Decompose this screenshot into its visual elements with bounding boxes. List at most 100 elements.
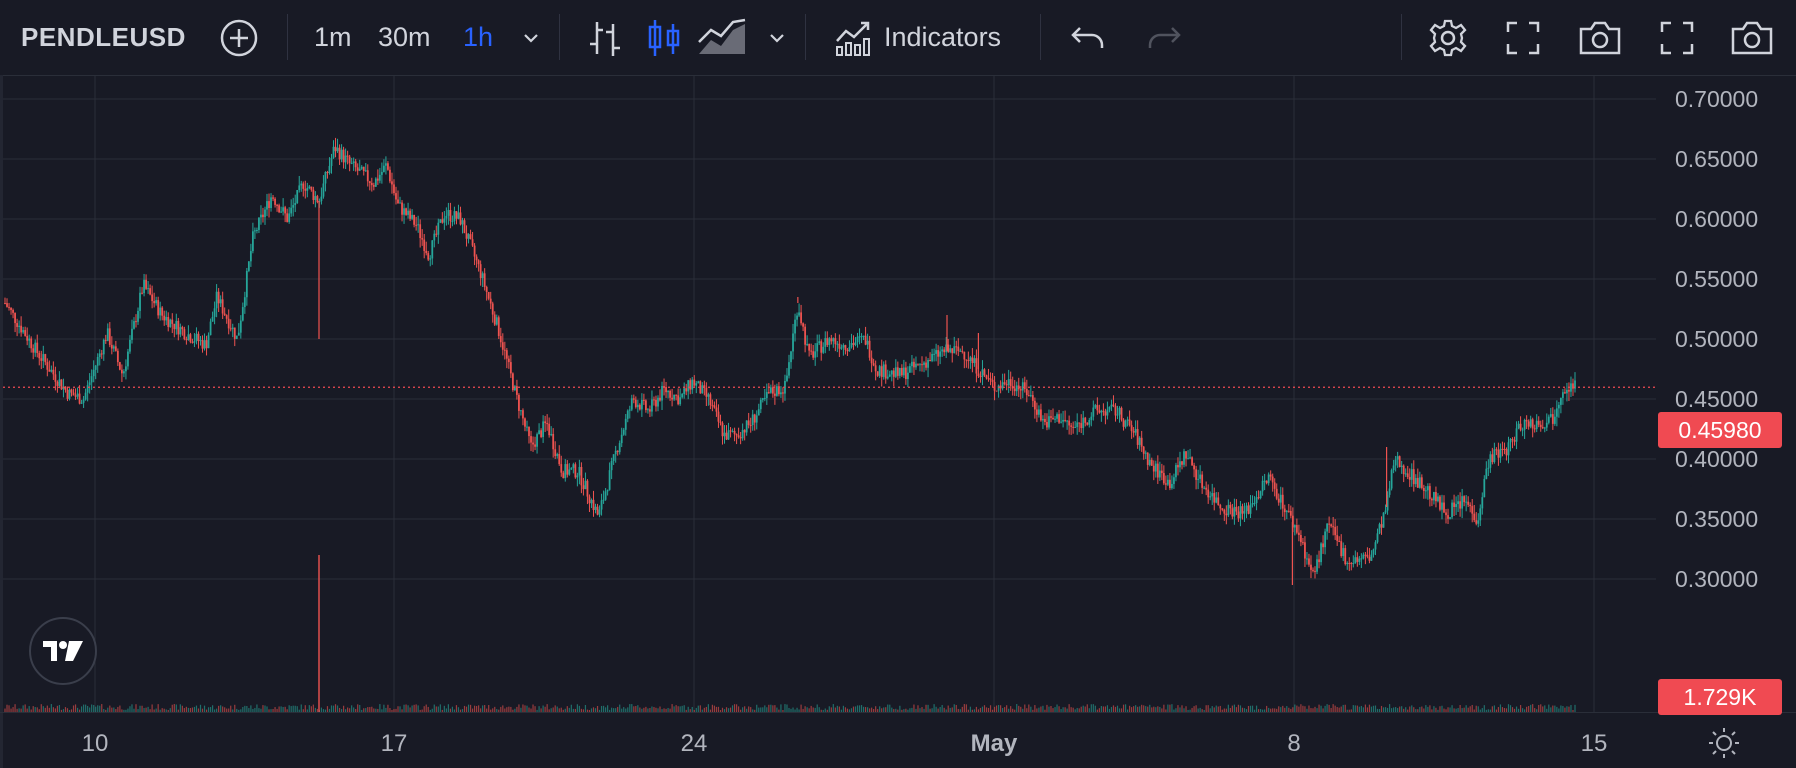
- volume-bar: [326, 706, 329, 712]
- fullscreen-icon[interactable]: [1659, 0, 1695, 75]
- candle-body: [427, 253, 430, 260]
- candle-body: [540, 430, 542, 438]
- fullscreen-icon[interactable]: [1505, 0, 1541, 75]
- candle-body: [324, 172, 327, 184]
- candle-body: [509, 362, 512, 374]
- volume-bar: [226, 708, 228, 712]
- volume-bar: [127, 708, 129, 712]
- camera-icon[interactable]: [1578, 0, 1622, 75]
- candle-body: [628, 409, 631, 411]
- candle-body: [596, 506, 599, 515]
- camera-icon[interactable]: [1730, 0, 1774, 75]
- volume-bar: [1546, 708, 1548, 712]
- candle-body: [604, 491, 607, 500]
- candles-icon[interactable]: [646, 0, 682, 75]
- volume-bar: [1433, 706, 1435, 712]
- interval-30m[interactable]: 30m: [378, 22, 431, 52]
- chevron-down-icon[interactable]: [766, 0, 788, 75]
- volume-bar: [461, 709, 464, 712]
- volume-bar: [923, 708, 925, 712]
- candle-body: [1473, 513, 1476, 521]
- candle-body: [1392, 465, 1395, 471]
- sun-icon[interactable]: [1707, 726, 1741, 765]
- volume-bar: [312, 704, 314, 712]
- volume-bar: [1318, 704, 1320, 712]
- candle-body: [572, 464, 575, 468]
- volume-bar: [252, 708, 254, 712]
- volume-bar: [52, 707, 54, 712]
- volume-bar: [1370, 706, 1373, 712]
- volume-bar: [191, 707, 194, 712]
- volume-bar: [1475, 705, 1477, 712]
- volume-bar: [83, 704, 85, 712]
- redo-icon[interactable]: [1146, 0, 1182, 75]
- candle-body: [1471, 506, 1474, 514]
- volume-bar: [796, 707, 798, 712]
- candle-body: [1054, 418, 1056, 420]
- volume-bar: [911, 707, 913, 712]
- volume-bar: [550, 708, 552, 712]
- candle-body: [66, 389, 69, 399]
- volume-bar: [397, 706, 399, 712]
- volume-bar: [776, 707, 778, 712]
- candle-body: [798, 312, 800, 316]
- candle-body: [890, 370, 893, 375]
- tradingview-logo[interactable]: [29, 617, 97, 685]
- candle-body: [1162, 473, 1165, 484]
- volume-bar: [270, 709, 272, 712]
- candle-body: [1021, 382, 1024, 391]
- candle-body: [782, 392, 784, 394]
- candle-body: [290, 207, 293, 214]
- volume-bar: [556, 706, 558, 712]
- plus-circle-icon[interactable]: [219, 0, 259, 75]
- candle-body: [1302, 542, 1304, 544]
- interval-1h[interactable]: 1h: [463, 22, 494, 52]
- candle-body: [1404, 473, 1407, 475]
- volume-bar: [167, 709, 169, 712]
- interval-1m[interactable]: 1m: [314, 22, 352, 52]
- volume-bar: [1298, 706, 1300, 712]
- candle-body: [653, 399, 655, 401]
- candle-body: [1420, 477, 1423, 488]
- volume-bar: [582, 709, 585, 712]
- volume-bar: [1282, 705, 1284, 712]
- candle-body: [1562, 392, 1564, 398]
- candle-body: [580, 466, 583, 486]
- area-icon[interactable]: [697, 0, 747, 75]
- volume-bar: [304, 705, 306, 712]
- volume-bar: [772, 705, 774, 712]
- candle-body: [840, 347, 843, 349]
- candle-body: [1428, 486, 1431, 499]
- toolbar-divider: [287, 14, 288, 60]
- candle-body: [1231, 508, 1234, 517]
- price-chart[interactable]: 0.700000.650000.600000.550000.500000.450…: [0, 76, 1796, 768]
- indicators-button[interactable]: Indicators: [834, 0, 1001, 75]
- volume-bar: [107, 707, 109, 712]
- volume-bar: [1453, 708, 1455, 712]
- bars-icon[interactable]: [587, 0, 623, 75]
- volume-bar: [677, 706, 679, 712]
- candle-body: [1348, 563, 1351, 565]
- candle-body: [1511, 439, 1514, 441]
- volume-bar: [256, 704, 258, 712]
- undo-icon[interactable]: [1070, 0, 1106, 75]
- candle-body: [997, 385, 1000, 391]
- volume-bar: [1407, 709, 1409, 712]
- candle-body: [1414, 478, 1417, 485]
- volume-bar: [875, 706, 877, 712]
- volume-bar: [1183, 708, 1185, 712]
- candle-body: [856, 336, 859, 343]
- volume-bar: [1362, 707, 1364, 712]
- candle-body: [497, 317, 500, 337]
- volume-bar: [1322, 708, 1324, 712]
- chevron-down-icon[interactable]: [520, 0, 542, 75]
- volume-bar: [1259, 709, 1262, 712]
- gear-icon[interactable]: [1428, 0, 1468, 75]
- candle-body: [1003, 382, 1006, 385]
- volume-bar: [703, 707, 705, 712]
- symbol-button[interactable]: PENDLEUSD: [21, 22, 186, 52]
- volume-bar: [298, 709, 300, 712]
- volume-bar: [1528, 705, 1530, 712]
- volume-bar: [1384, 707, 1387, 712]
- candle-body: [721, 422, 724, 437]
